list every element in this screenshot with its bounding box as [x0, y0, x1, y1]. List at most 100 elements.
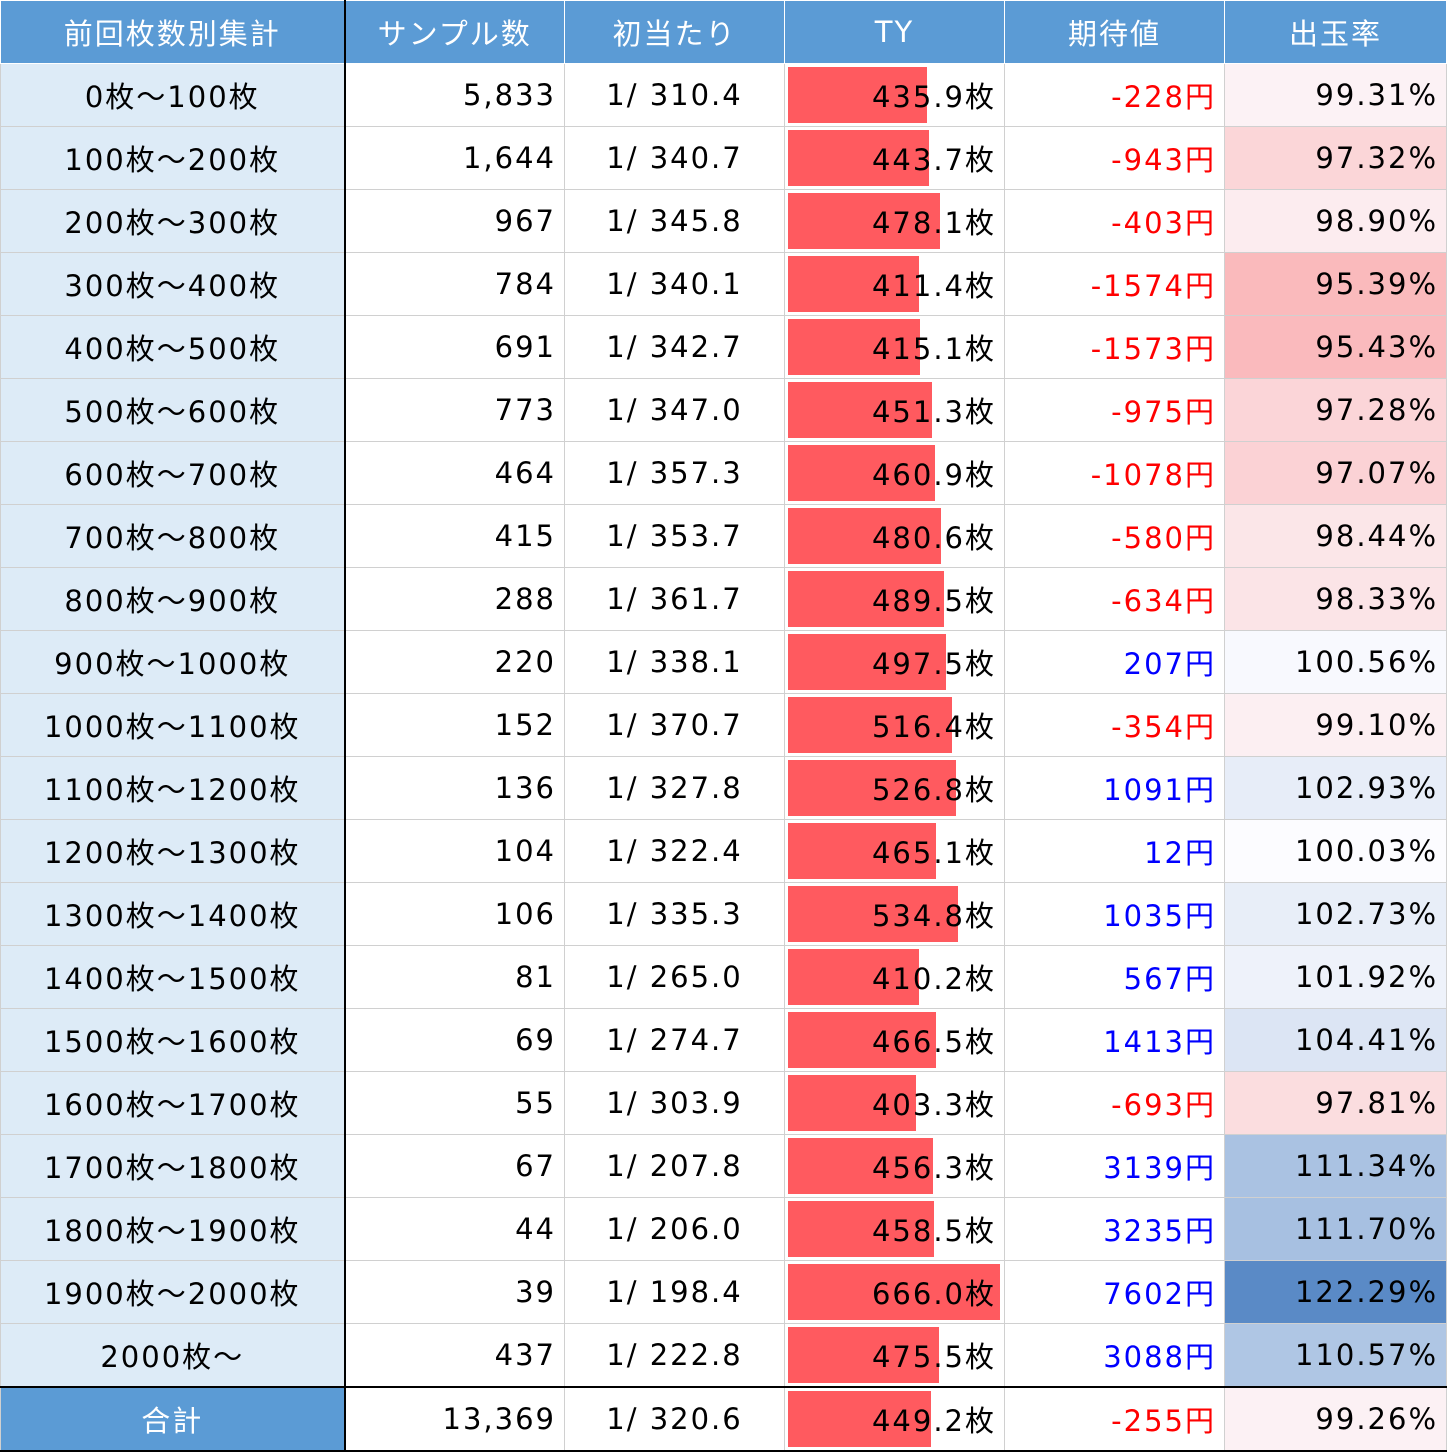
- ty-value: 489.5枚: [871, 584, 996, 618]
- table-row: 2000枚～ 437 1/ 222.8 475.5枚 3088円 110.57%: [0, 1323, 1447, 1388]
- payout-rate: 97.07%: [1224, 441, 1447, 505]
- range-label: 1000枚～1100枚: [0, 693, 346, 757]
- expected-value: 7602円: [1004, 1260, 1225, 1324]
- ty-value: 478.1枚: [871, 206, 996, 240]
- ty-value: 480.6枚: [871, 521, 996, 555]
- first-hit-probability: 1/ 206.0: [564, 1197, 785, 1261]
- payout-rate: 97.81%: [1224, 1071, 1447, 1135]
- range-label: 1300枚～1400枚: [0, 882, 346, 946]
- expected-value: -354円: [1004, 693, 1225, 757]
- sample-count: 136: [344, 756, 565, 820]
- expected-value: -975円: [1004, 378, 1225, 442]
- ty-cell: 456.3枚: [784, 1134, 1005, 1198]
- expected-value: -228円: [1004, 63, 1225, 127]
- range-label: 100枚～200枚: [0, 126, 346, 190]
- range-label: 1700枚～1800枚: [0, 1134, 346, 1198]
- table-row: 1100枚～1200枚 136 1/ 327.8 526.8枚 1091円 102.93%: [0, 756, 1447, 820]
- range-label: 合計: [0, 1386, 346, 1452]
- sample-count: 106: [344, 882, 565, 946]
- ty-value: 497.5枚: [871, 647, 996, 681]
- first-hit-probability: 1/ 327.8: [564, 756, 785, 820]
- ty-cell: 489.5枚: [784, 567, 1005, 631]
- header-ty: TY: [784, 0, 1005, 64]
- ty-bar: [788, 1012, 936, 1068]
- first-hit-probability: 1/ 370.7: [564, 693, 785, 757]
- payout-rate: 99.26%: [1224, 1386, 1447, 1452]
- expected-value: 1035円: [1004, 882, 1225, 946]
- sample-count: 55: [344, 1071, 565, 1135]
- expected-value: 1091円: [1004, 756, 1225, 820]
- ty-cell: 449.2枚: [784, 1386, 1005, 1452]
- range-label: 1600枚～1700枚: [0, 1071, 346, 1135]
- payout-rate: 98.44%: [1224, 504, 1447, 568]
- ty-cell: 534.8枚: [784, 882, 1005, 946]
- sample-count: 784: [344, 252, 565, 316]
- ty-cell: 415.1枚: [784, 315, 1005, 379]
- first-hit-probability: 1/ 265.0: [564, 945, 785, 1009]
- table-row: 1800枚～1900枚 44 1/ 206.0 458.5枚 3235円 111.70%: [0, 1197, 1447, 1261]
- ty-value: 526.8枚: [871, 773, 996, 807]
- table-row: 300枚～400枚 784 1/ 340.1 411.4枚 -1574円 95.39%: [0, 252, 1447, 316]
- table-row: 1000枚～1100枚 152 1/ 370.7 516.4枚 -354円 99.10%: [0, 693, 1447, 757]
- table-row: 1200枚～1300枚 104 1/ 322.4 465.1枚 12円 100.03%: [0, 819, 1447, 883]
- first-hit-probability: 1/ 340.7: [564, 126, 785, 190]
- payout-rate: 99.10%: [1224, 693, 1447, 757]
- range-label: 200枚～300枚: [0, 189, 346, 253]
- first-hit-probability: 1/ 353.7: [564, 504, 785, 568]
- ty-cell: 465.1枚: [784, 819, 1005, 883]
- first-hit-probability: 1/ 357.3: [564, 441, 785, 505]
- header-payout-rate: 出玉率: [1224, 0, 1447, 64]
- ty-value: 666.0枚: [871, 1277, 996, 1311]
- payout-rate: 101.92%: [1224, 945, 1447, 1009]
- first-hit-probability: 1/ 198.4: [564, 1260, 785, 1324]
- expected-value: 567円: [1004, 945, 1225, 1009]
- expected-value: 12円: [1004, 819, 1225, 883]
- ty-bar: [788, 1138, 933, 1194]
- ty-bar: [788, 445, 935, 501]
- range-label: 900枚～1000枚: [0, 630, 346, 694]
- ty-bar: [788, 760, 956, 816]
- sample-count: 691: [344, 315, 565, 379]
- ty-bar: [788, 382, 932, 438]
- sample-count: 967: [344, 189, 565, 253]
- expected-value: 3235円: [1004, 1197, 1225, 1261]
- table-row: 1400枚～1500枚 81 1/ 265.0 410.2枚 567円 101.92%: [0, 945, 1447, 1009]
- ty-value: 415.1枚: [871, 332, 996, 366]
- header-samples: サンプル数: [344, 0, 565, 64]
- expected-value: -1574円: [1004, 252, 1225, 316]
- table-row: 500枚～600枚 773 1/ 347.0 451.3枚 -975円 97.28%: [0, 378, 1447, 442]
- sample-count: 39: [344, 1260, 565, 1324]
- range-label: 1500枚～1600枚: [0, 1008, 346, 1072]
- sample-count: 464: [344, 441, 565, 505]
- ty-bar: [788, 571, 944, 627]
- sample-count: 288: [344, 567, 565, 631]
- sample-count: 5,833: [344, 63, 565, 127]
- ty-cell: 466.5枚: [784, 1008, 1005, 1072]
- ty-value: 534.8枚: [871, 899, 996, 933]
- sample-count: 81: [344, 945, 565, 1009]
- total-row: 合計 13,369 1/ 320.6 449.2枚 -255円 99.26%: [0, 1386, 1447, 1452]
- ty-cell: 403.3枚: [784, 1071, 1005, 1135]
- sample-count: 44: [344, 1197, 565, 1261]
- ty-bar: [788, 1075, 916, 1131]
- ty-value: 458.5枚: [871, 1214, 996, 1248]
- header-row: 前回枚数別集計 サンプル数 初当たり TY 期待値 出玉率: [0, 0, 1447, 64]
- payout-rate: 95.43%: [1224, 315, 1447, 379]
- expected-value: -255円: [1004, 1386, 1225, 1452]
- expected-value: 3088円: [1004, 1323, 1225, 1388]
- header-expected-value: 期待値: [1004, 0, 1225, 64]
- table-row: 1600枚～1700枚 55 1/ 303.9 403.3枚 -693円 97.81%: [0, 1071, 1447, 1135]
- table-row: 1900枚～2000枚 39 1/ 198.4 666.0枚 7602円 122.29%: [0, 1260, 1447, 1324]
- range-label: 0枚～100枚: [0, 63, 346, 127]
- sample-count: 1,644: [344, 126, 565, 190]
- ty-bar: [788, 886, 958, 942]
- expected-value: 1413円: [1004, 1008, 1225, 1072]
- ty-bar: [788, 1391, 931, 1447]
- sample-count: 437: [344, 1323, 565, 1388]
- ty-cell: 475.5枚: [784, 1323, 1005, 1388]
- range-label: 2000枚～: [0, 1323, 346, 1388]
- ty-bar: [788, 823, 936, 879]
- expected-value: -1078円: [1004, 441, 1225, 505]
- first-hit-probability: 1/ 361.7: [564, 567, 785, 631]
- ty-bar: [788, 1264, 1000, 1320]
